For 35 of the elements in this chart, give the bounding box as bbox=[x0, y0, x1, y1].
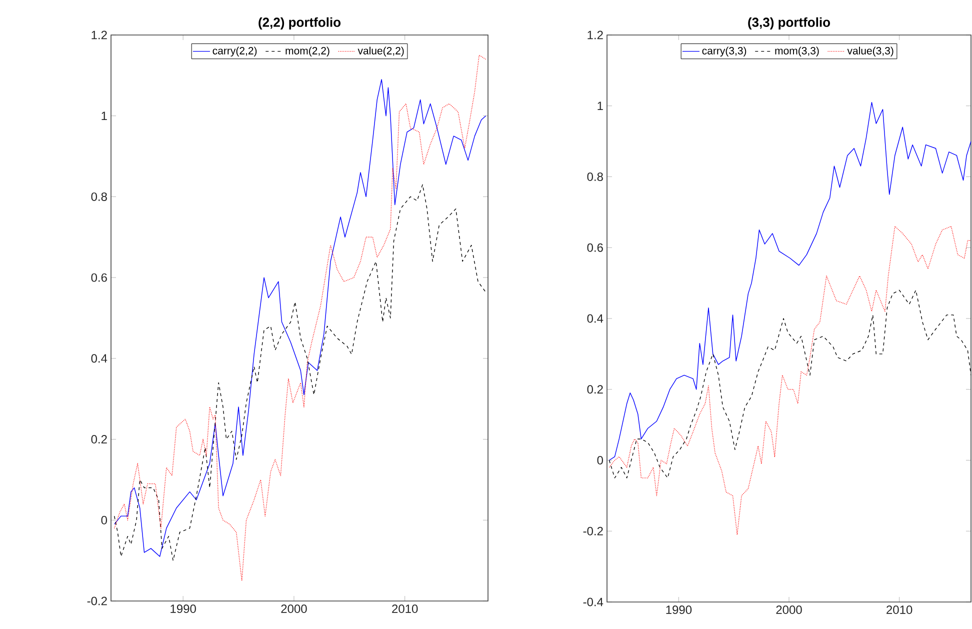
x-tick-label: 2010 bbox=[886, 606, 912, 614]
y-tick-label: 1 bbox=[102, 112, 107, 120]
chart-title: (2,2) portfolio bbox=[258, 17, 341, 30]
y-tick-label: 0.2 bbox=[587, 385, 603, 394]
legend-label: mom(2,2) bbox=[286, 46, 330, 57]
line-series bbox=[114, 184, 488, 561]
legend-label: carry(2,2) bbox=[212, 46, 257, 57]
x-tick-label: 2000 bbox=[776, 606, 802, 614]
y-tick-label: 0.4 bbox=[91, 354, 108, 363]
x-tick-label: 1990 bbox=[170, 604, 196, 614]
y-tick-label: 0.8 bbox=[587, 172, 603, 181]
y-tick-label: 0.6 bbox=[587, 243, 603, 252]
line-series bbox=[608, 290, 971, 478]
y-tick-label: 1.2 bbox=[588, 30, 603, 40]
y-tick-label: 0 bbox=[597, 456, 604, 464]
line-series bbox=[608, 226, 971, 535]
legend-label: value(3,3) bbox=[847, 46, 894, 57]
y-tick-label: 0.8 bbox=[91, 192, 107, 201]
x-tick-label: 1990 bbox=[666, 606, 692, 614]
y-tick-label: 1.2 bbox=[92, 30, 107, 40]
legend-label: mom(3,3) bbox=[775, 46, 819, 57]
y-tick-label: -0.2 bbox=[87, 596, 107, 606]
y-tick-label: 0.6 bbox=[91, 273, 107, 282]
chart-title: (3,3) portfolio bbox=[748, 17, 830, 30]
x-tick-label: 2010 bbox=[392, 604, 418, 614]
line-series bbox=[608, 102, 971, 461]
legend-label: carry(3,3) bbox=[702, 46, 746, 57]
y-tick-label: 0.2 bbox=[91, 435, 107, 444]
y-tick-label: 0.4 bbox=[587, 314, 604, 323]
y-tick-label: 0 bbox=[101, 516, 108, 524]
y-tick-label: -0.4 bbox=[583, 598, 604, 606]
y-tick-label: -0.2 bbox=[583, 526, 603, 536]
x-tick-label: 2000 bbox=[281, 604, 307, 614]
y-tick-label: 1 bbox=[598, 102, 603, 110]
legend-label: value(2,2) bbox=[358, 46, 404, 57]
